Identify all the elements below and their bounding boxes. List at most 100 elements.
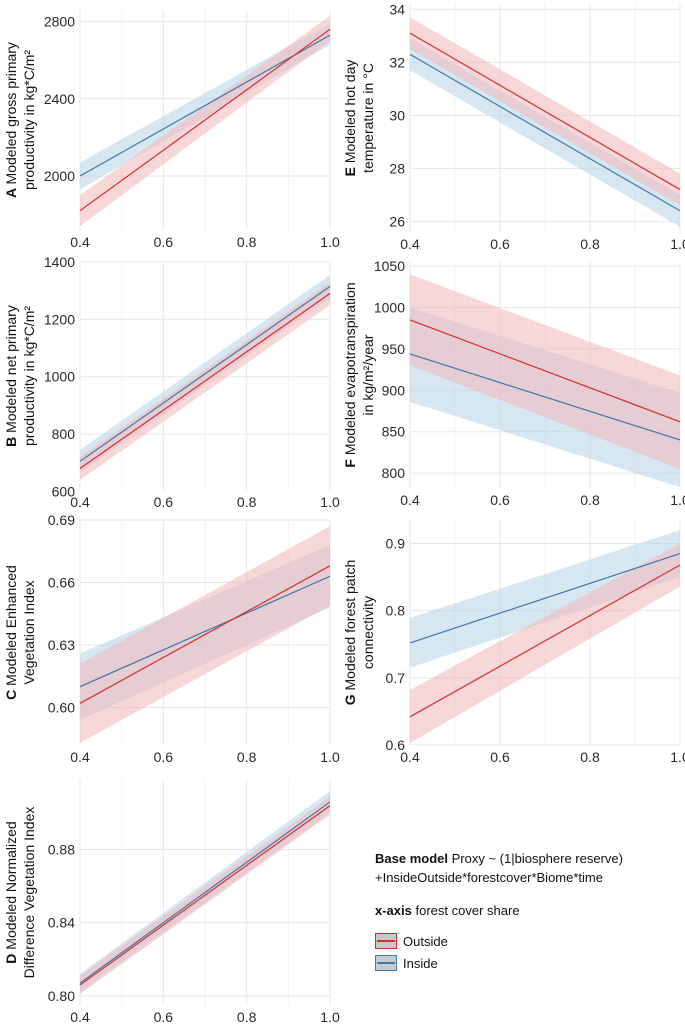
y-tick-label: 0.80 [48, 988, 75, 1004]
x-tick-label: 1.0 [320, 749, 340, 765]
panel-letter: C [3, 686, 19, 700]
panel-D: 0.4 0.6 0.8 1.0 0.80 0.84 0.88 D Modeled Normal… [3, 780, 340, 1024]
y-tick-label: 800 [52, 426, 76, 442]
y-tick-label: 26 [389, 213, 405, 229]
panel-E: 0.4 0.6 0.8 1.0 26 28 30 32 34 E Modeled hot dayt… [342, 1, 685, 252]
y-axis-title-text: Modeled net primary [3, 305, 19, 433]
model-formula-2: +InsideOutside*forestcover*Biome*time [375, 870, 603, 885]
y-tick-label: 28 [389, 160, 405, 176]
y-axis-title-line1: E Modeled hot day [342, 60, 358, 177]
legend-label-outside: Outside [403, 933, 448, 949]
y-axis-title-text: Modeled Normalized [3, 821, 19, 949]
xaxis-title: x-axis [375, 903, 412, 918]
x-tick-label: 0.4 [70, 1009, 90, 1024]
x-tick-label: 0.6 [154, 749, 174, 765]
xaxis-description: x-axis forest cover share [375, 902, 680, 919]
y-tick-label: 0.88 [48, 842, 75, 858]
x-tick-label: 1.0 [670, 492, 685, 508]
x-tick-label: 0.6 [490, 492, 510, 508]
ci-band-outside [410, 274, 680, 469]
panel-G: 0.40.60.81.00.60.70.80.9G Modeled forest… [342, 520, 685, 765]
x-tick-label: 0.4 [70, 494, 90, 510]
x-tick-label: 0.6 [490, 749, 510, 765]
y-axis-title-line2: Vegetation Index [21, 580, 37, 684]
model-description: Base model Proxy ~ (1|biosphere reserve) [375, 850, 680, 867]
y-tick-label: 1400 [44, 254, 75, 270]
y-tick-label: 850 [382, 424, 406, 440]
series-line-outside [79, 28, 331, 212]
panel-A: 0.4 0.6 0.8 1.0 2000 2400 2800 A Modeled gross … [3, 10, 340, 250]
x-tick-label: 0.6 [154, 234, 174, 250]
y-tick-label: 950 [382, 341, 406, 357]
y-tick-label: 0.60 [48, 700, 75, 716]
panel-letter: D [3, 950, 19, 964]
panel-B: 0.4 0.6 0.8 1.0 600 800 1000 1200 1400 B Modeled … [3, 254, 340, 510]
y-axis-title-line1: D Modeled Normalized [3, 821, 19, 963]
x-tick-label: 0.8 [237, 749, 257, 765]
y-axis-title-line1: F Modeled evapotranspiration [342, 282, 358, 467]
x-tick-label: 0.6 [490, 236, 510, 252]
y-axis-title-text: Modeled forest patch [342, 560, 358, 691]
series-line-outside [79, 293, 331, 469]
y-tick-label: 0.7 [386, 670, 406, 686]
y-axis-title-line2: temperature in °C [360, 63, 376, 173]
y-axis-title-line1: G Modeled forest patch [342, 560, 358, 706]
ci-band-outside [410, 543, 680, 743]
x-tick-label: 0.4 [400, 236, 420, 252]
y-tick-label: 0.9 [386, 536, 406, 552]
model-title: Base model [375, 851, 448, 866]
x-tick-label: 1.0 [320, 234, 340, 250]
y-tick-label: 800 [382, 465, 406, 481]
legend-item-inside: Inside [375, 955, 680, 971]
x-tick-label: 0.6 [154, 1009, 174, 1024]
series-line-outside [79, 805, 331, 986]
x-tick-label: 0.8 [580, 492, 600, 508]
y-tick-label: 34 [389, 1, 405, 17]
y-axis-title-line1: B Modeled net primary [3, 305, 19, 447]
y-axis-title-line2: Difference Vegetation Index [21, 807, 37, 979]
y-tick-label: 900 [382, 382, 406, 398]
y-tick-label: 30 [389, 107, 405, 123]
y-tick-label: 1050 [374, 258, 405, 274]
y-tick-label: 0.63 [48, 637, 75, 653]
series-line-inside [409, 353, 681, 441]
x-tick-label: 0.4 [400, 492, 420, 508]
y-tick-label: 1000 [44, 369, 75, 385]
y-axis-title-text: Modeled Enhanced [3, 565, 19, 686]
series-line-inside [79, 575, 331, 688]
panel-C: 0.4 0.6 0.8 1.0 0.60 0.63 0.66 0.69 C Modeled En… [3, 512, 340, 765]
y-axis-title-line2: productivity in kg*C/m² [21, 50, 37, 190]
panel-letter: A [3, 184, 19, 197]
series-line-outside [409, 32, 681, 191]
panel-letter: G [342, 690, 358, 705]
y-tick-label: 600 [52, 483, 76, 499]
y-axis-title-text: Modeled gross primary [3, 42, 19, 184]
x-tick-label: 0.6 [154, 494, 174, 510]
series-line-inside [409, 53, 681, 212]
legend-block: Base model Proxy ~ (1|biosphere reserve)… [375, 850, 680, 977]
panel-F: 0.4 0.6 0.8 1.0 800 850 900 950 1000 1050 F Modele… [342, 258, 685, 508]
series-line-inside [79, 285, 331, 462]
series-line-inside [409, 553, 681, 644]
panel-letter: B [3, 433, 19, 447]
x-tick-label: 0.8 [237, 494, 257, 510]
x-tick-label: 0.4 [70, 749, 90, 765]
series-line-outside [409, 319, 681, 423]
y-axis-title-line2: connectivity [360, 596, 376, 669]
y-tick-label: 0.8 [386, 603, 406, 619]
x-tick-label: 0.8 [237, 234, 257, 250]
x-tick-label: 1.0 [320, 494, 340, 510]
x-tick-label: 0.8 [580, 749, 600, 765]
legend-label-inside: Inside [403, 955, 438, 971]
y-axis-title-line1: C Modeled Enhanced [3, 565, 19, 700]
panel-letter: F [342, 455, 358, 467]
inside-swatch-icon [375, 955, 397, 971]
series-line-inside [79, 801, 331, 984]
y-axis-title-text: Modeled evapotranspiration [342, 282, 358, 455]
y-tick-label: 2000 [44, 168, 75, 184]
x-tick-label: 0.8 [580, 236, 600, 252]
y-tick-label: 2400 [44, 91, 75, 107]
y-tick-label: 1200 [44, 311, 75, 327]
ci-band-outside [80, 15, 330, 227]
